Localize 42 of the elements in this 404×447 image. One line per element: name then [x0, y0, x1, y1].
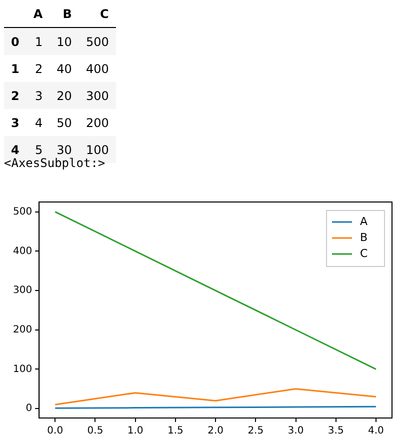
legend-label: A [360, 214, 368, 228]
x-tick-label: 4.0 [368, 426, 384, 437]
y-tick-label: 100 [12, 364, 32, 375]
data-label: 1 [34, 34, 44, 50]
y-tick-label: 500 [12, 206, 32, 218]
data-label: 300 [84, 88, 110, 104]
data-label: 3 [34, 88, 44, 104]
x-tick-label: 0.0 [47, 426, 64, 437]
data-label: 20 [56, 88, 73, 104]
x-tick-label: A [26, 0, 50, 28]
x-tick-label: 1.5 [167, 426, 184, 437]
y-tick-label: 4 [10, 142, 20, 158]
y-tick-label: 0 [26, 403, 32, 414]
data-label: 10 [56, 34, 73, 50]
data-label: 200 [84, 114, 110, 132]
y-tick-label: 300 [12, 285, 32, 296]
legend-label: B [360, 230, 368, 244]
data-label: 50 [56, 114, 73, 132]
y-tick-label: 200 [12, 324, 32, 336]
data-label: 40 [56, 60, 73, 78]
data-label: 30 [56, 142, 73, 158]
x-tick-label: 0.5 [87, 426, 104, 437]
y-tick-label: 3 [10, 114, 20, 132]
data-label: 2 [34, 60, 44, 78]
y-tick-label: 2 [10, 88, 20, 104]
x-tick-label: 3.5 [328, 426, 344, 437]
annotation: <AxesSubplot:> [4, 156, 106, 170]
data-label: 5 [34, 142, 44, 158]
data-label: 500 [84, 34, 110, 50]
x-tick-label: 1.0 [127, 426, 144, 437]
data-label: 100 [84, 142, 110, 158]
y-tick-label: 400 [12, 246, 32, 257]
x-tick-label: 2.0 [208, 426, 224, 437]
x-tick-label: 2.5 [248, 426, 264, 437]
x-tick-label: 3.0 [288, 426, 304, 437]
legend-label: C [360, 246, 368, 260]
data-label: 400 [84, 60, 110, 78]
data-label: 4 [34, 114, 44, 132]
y-tick-label: 1 [10, 60, 20, 78]
y-tick-label: 0 [10, 34, 20, 50]
x-tick-label: B [50, 0, 79, 28]
x-tick-label: C [78, 0, 116, 28]
